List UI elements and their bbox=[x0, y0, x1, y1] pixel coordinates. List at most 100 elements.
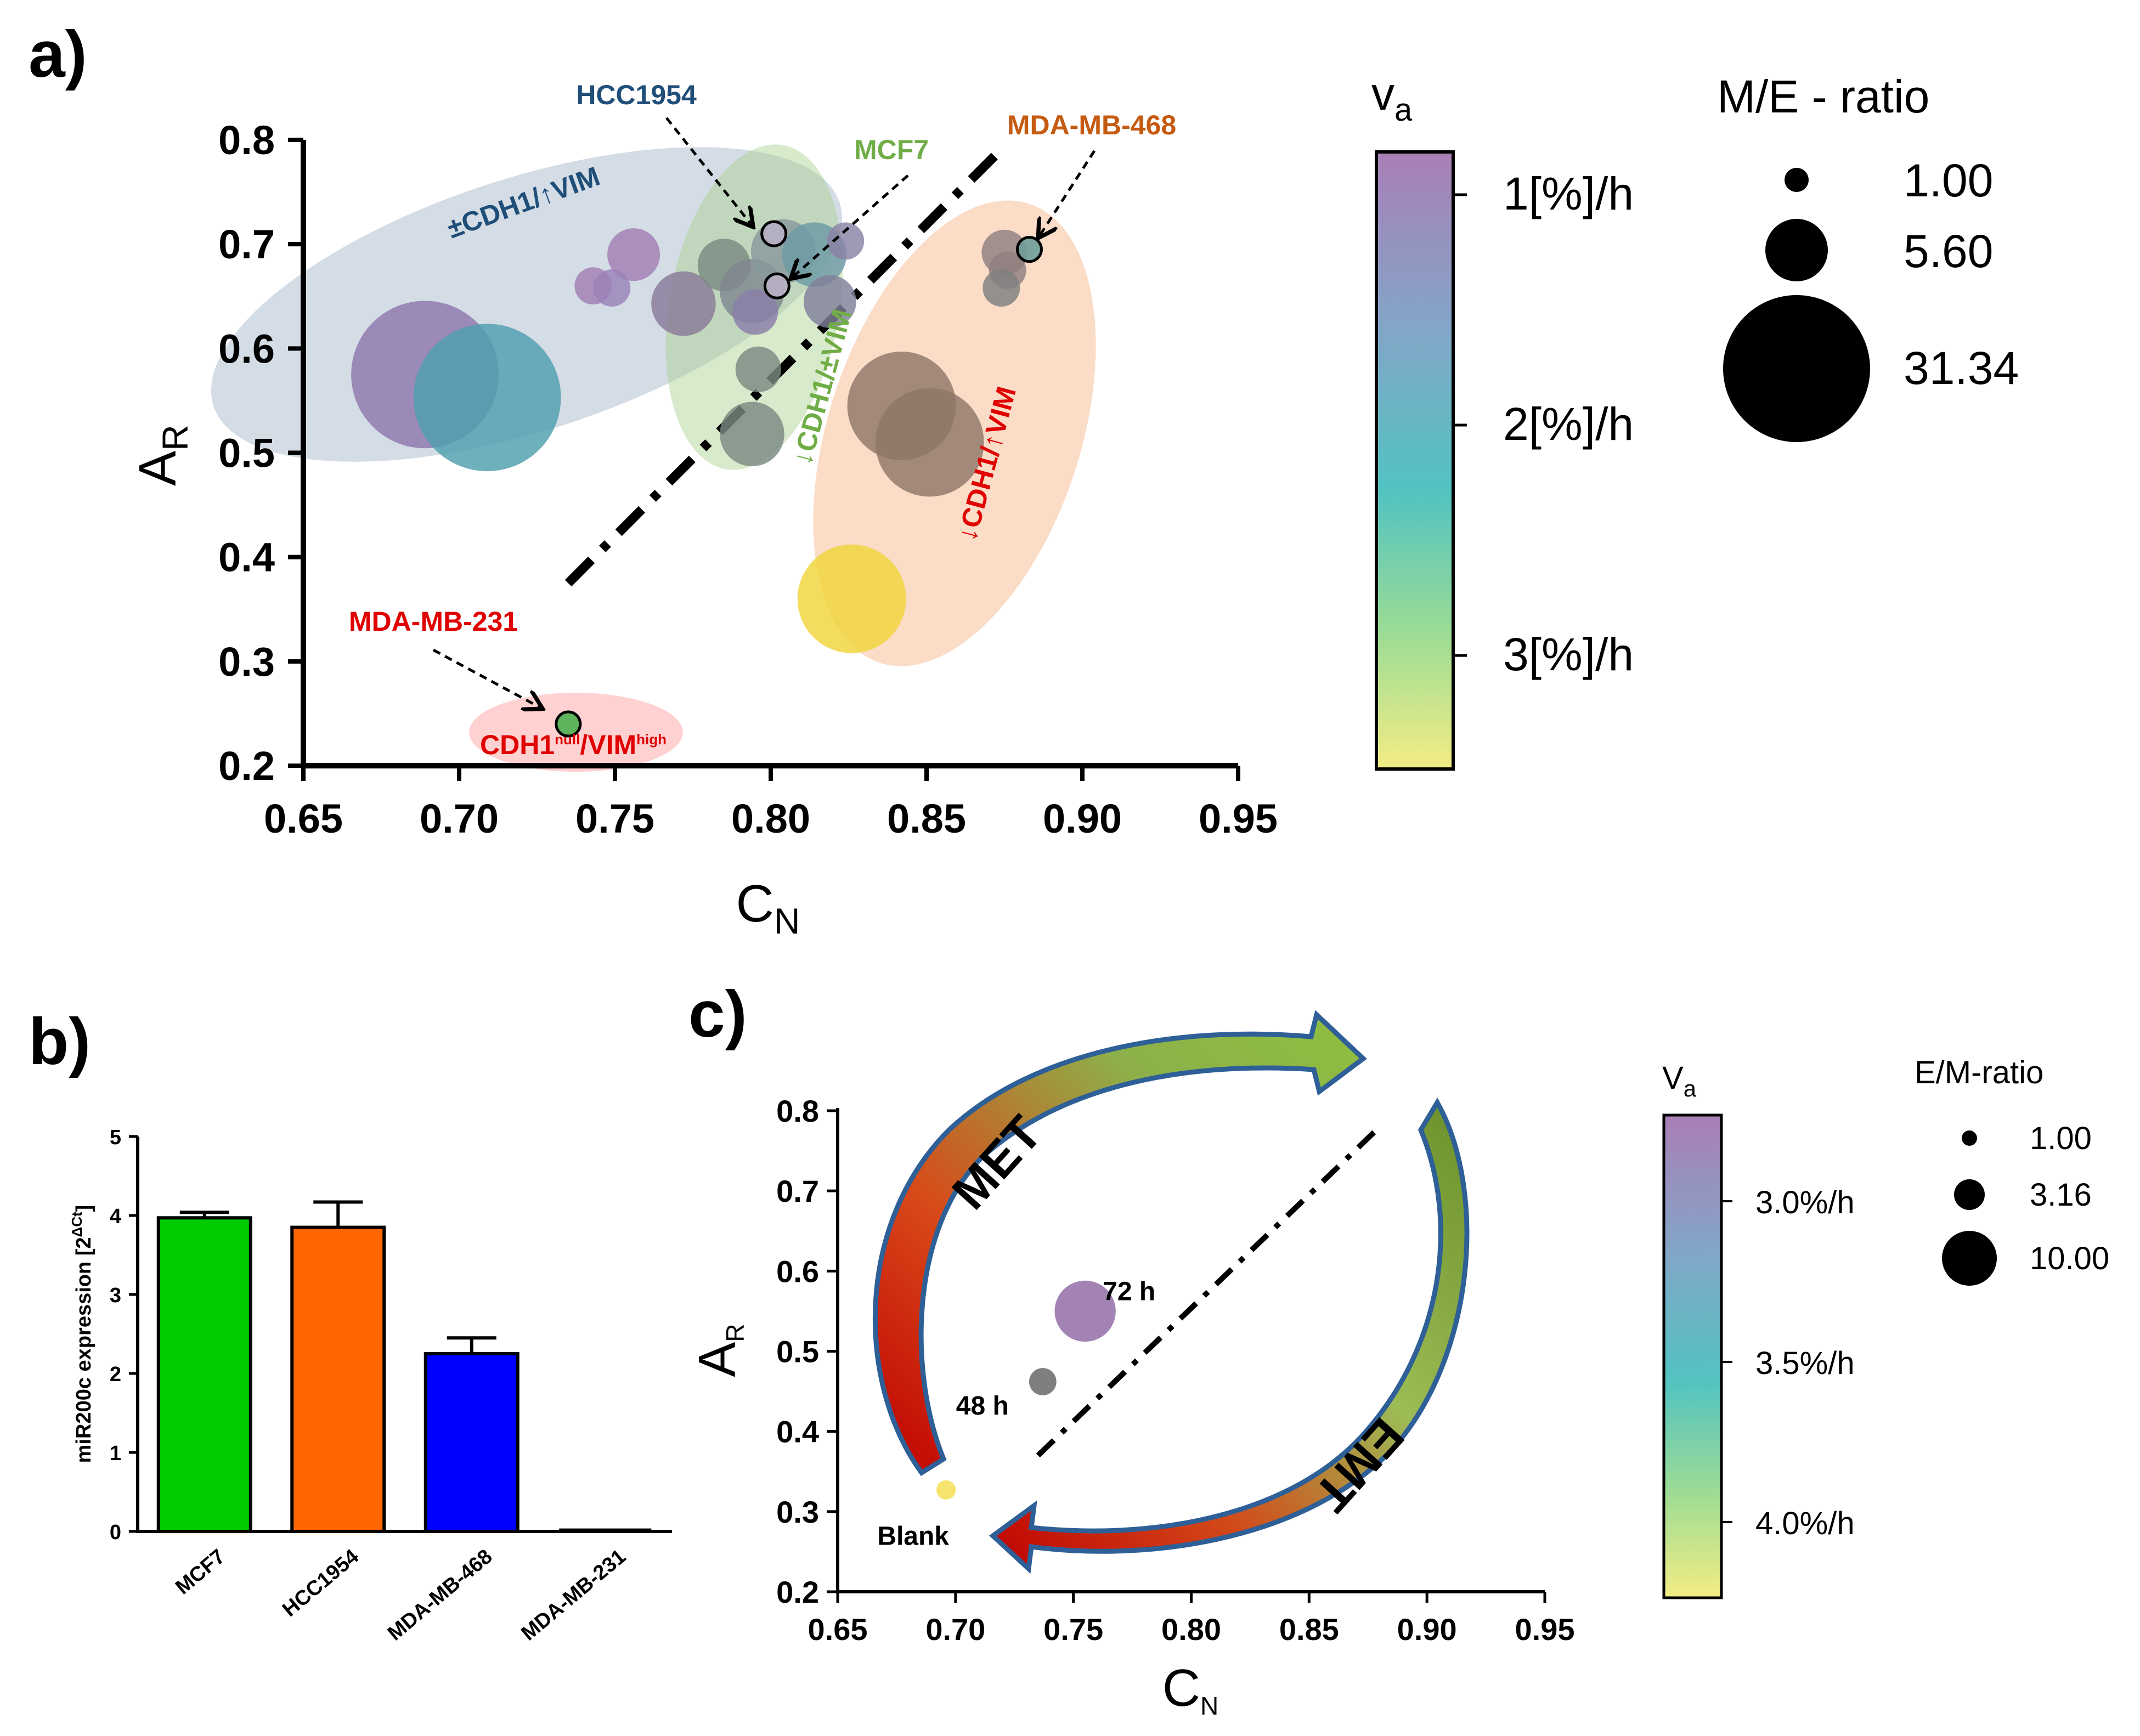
x-tick-label: 0.85 bbox=[1279, 1612, 1339, 1647]
y-tick-label: 0.2 bbox=[218, 743, 275, 789]
size-legend-a-label: 31.34 bbox=[1904, 342, 2019, 394]
x-tick-label: 0.70 bbox=[420, 796, 499, 841]
size-legend-a-label: 1.00 bbox=[1904, 155, 1994, 206]
size-legend-a-marker bbox=[1785, 168, 1809, 192]
y-tick-label: 0.3 bbox=[776, 1495, 819, 1529]
x-tick-label: 0.80 bbox=[1161, 1612, 1221, 1647]
x-tick-label: HCC1954 bbox=[278, 1545, 363, 1621]
size-legend-c-title: E/M-ratio bbox=[1915, 1055, 2043, 1090]
x-tick-label: 0.90 bbox=[1043, 796, 1122, 841]
colorbar-c-tick-label: 3.0%/h bbox=[1755, 1185, 1855, 1220]
y-tick-label: 0.6 bbox=[776, 1254, 819, 1288]
colorbar-c-tick-label: 4.0%/h bbox=[1755, 1506, 1855, 1541]
y-tick-label: 0.5 bbox=[218, 431, 275, 476]
cell-line-marker bbox=[555, 710, 582, 738]
y-tick-label: 0.5 bbox=[776, 1334, 819, 1369]
axis-ticks: 0 1 2 3 4 5 bbox=[110, 1126, 138, 1544]
x-tick-label: 0.65 bbox=[264, 796, 343, 841]
bubble-point bbox=[593, 269, 631, 307]
x-tick-label: 0.85 bbox=[887, 796, 966, 841]
bar bbox=[156, 1216, 252, 1534]
y-axis-title: miR200c expression [2ΔCt] bbox=[69, 1205, 95, 1463]
colorbar-a-tick-label: 2[%]/h bbox=[1503, 398, 1634, 450]
panel-a-plot: 0.65 0.70 0.75 0.80 0.85 0.90 0.95 0.2 0.3 0.4 0.5… bbox=[128, 80, 1278, 941]
y-tick-label: 0.8 bbox=[776, 1094, 819, 1128]
x-tick-label: 0.75 bbox=[1043, 1612, 1103, 1647]
y-tick-label: 4 bbox=[110, 1205, 121, 1228]
bar-series: MCF7 HCC1954 MDA-MB-468 MDA-MB-231 bbox=[156, 1200, 652, 1645]
y-tick-label: 5 bbox=[110, 1126, 121, 1149]
colorbar-a bbox=[1375, 150, 1455, 771]
bubble-point bbox=[875, 388, 984, 497]
panel-label-c: c) bbox=[688, 977, 747, 1051]
cell-line-label-mda-mb-231: MDA-MB-231 bbox=[349, 606, 518, 637]
bubble-point bbox=[827, 222, 865, 260]
y-tick-label: 0.7 bbox=[218, 222, 275, 267]
y-tick-label: 0 bbox=[110, 1521, 121, 1544]
region-label-red: CDH1null/VIMhigh bbox=[480, 730, 667, 760]
cell-line-label-mcf7: MCF7 bbox=[854, 134, 929, 165]
x-tick-label: 0.70 bbox=[925, 1612, 985, 1647]
x-tick-label: 0.95 bbox=[1515, 1612, 1575, 1647]
bubble-point bbox=[720, 402, 784, 467]
cell-line-marker bbox=[760, 220, 788, 247]
panel-label-b: b) bbox=[29, 1005, 91, 1078]
bubble-point bbox=[803, 275, 856, 328]
y-axis-title: AR bbox=[128, 425, 195, 486]
x-tick-label: 0.75 bbox=[575, 796, 654, 841]
y-tick-label: 0.4 bbox=[218, 535, 275, 580]
cell-line-marker bbox=[763, 272, 790, 299]
divider-line bbox=[564, 152, 998, 587]
x-tick-label: MDA-MB-468 bbox=[383, 1545, 497, 1645]
bar bbox=[424, 1352, 520, 1533]
y-tick-label: 0.7 bbox=[776, 1174, 819, 1208]
x-tick-label: 0.65 bbox=[808, 1612, 868, 1647]
size-legend-c-marker bbox=[1942, 1231, 1997, 1286]
cell-line-markers bbox=[555, 220, 1043, 738]
bubble-point bbox=[936, 1480, 956, 1500]
y-tick-label: 3 bbox=[110, 1284, 121, 1307]
colorbar-c-title: Va bbox=[1662, 1060, 1697, 1101]
bubble-point bbox=[735, 346, 781, 392]
y-tick-label: 0.3 bbox=[218, 639, 275, 685]
size-legend-a-marker bbox=[1765, 219, 1828, 281]
size-legend-a-label: 5.60 bbox=[1904, 225, 1994, 277]
x-tick-label: MDA-MB-231 bbox=[517, 1545, 631, 1645]
bubble-point bbox=[983, 269, 1020, 307]
colorbar-a-tick-label: 1[%]/h bbox=[1503, 168, 1634, 219]
size-legend-c-label: 10.00 bbox=[2030, 1241, 2109, 1276]
bubble-series bbox=[351, 219, 1027, 653]
colorbar-a-tick-label: 3[%]/h bbox=[1503, 629, 1634, 680]
panel-label-a: a) bbox=[29, 18, 87, 91]
cell-line-label-hcc1954: HCC1954 bbox=[576, 80, 697, 110]
bubble-point bbox=[797, 544, 906, 653]
y-tick-label: 0.6 bbox=[218, 326, 275, 371]
callout-arrow-mda-mb-231 bbox=[432, 648, 540, 708]
x-axis-title: CN bbox=[1162, 1659, 1219, 1720]
callout-arrow-hcc1954 bbox=[665, 117, 752, 225]
divider-line bbox=[1036, 1124, 1382, 1458]
bubble-point bbox=[607, 228, 660, 281]
bubble-series: 72 h 48 h Blank bbox=[877, 1277, 1155, 1551]
axis-ticks: 0.65 0.70 0.75 0.80 0.85 0.90 0.95 0.2 0.3 0.4 0.5… bbox=[776, 1094, 1574, 1647]
y-tick-label: 0.4 bbox=[776, 1415, 819, 1449]
y-tick-label: 1 bbox=[110, 1442, 121, 1465]
x-tick-label: MCF7 bbox=[171, 1545, 229, 1599]
bubble-point bbox=[413, 324, 561, 472]
size-legend-c-label: 3.16 bbox=[2030, 1177, 2092, 1213]
y-tick-label: 0.8 bbox=[218, 117, 275, 163]
bar bbox=[290, 1225, 386, 1534]
colorbar-a-title: va bbox=[1371, 68, 1413, 128]
colorbar-c-tick-label: 3.5%/h bbox=[1755, 1345, 1855, 1381]
callout-arrow-mda-mb-468 bbox=[1040, 150, 1096, 236]
y-tick-label: 0.2 bbox=[776, 1575, 819, 1609]
emt-arrow bbox=[989, 1098, 1470, 1574]
cell-line-marker bbox=[1015, 236, 1043, 263]
size-legend-a-title: M/E - ratio bbox=[1717, 71, 1929, 122]
point-label: Blank bbox=[877, 1522, 949, 1551]
size-legend-c-marker bbox=[1962, 1130, 1977, 1146]
x-tick-label: 0.90 bbox=[1397, 1612, 1457, 1647]
panel-b-plot: MCF7 HCC1954 MDA-MB-468 MDA-MB-231 0 1 2 3 4 5 m… bbox=[69, 1126, 672, 1645]
